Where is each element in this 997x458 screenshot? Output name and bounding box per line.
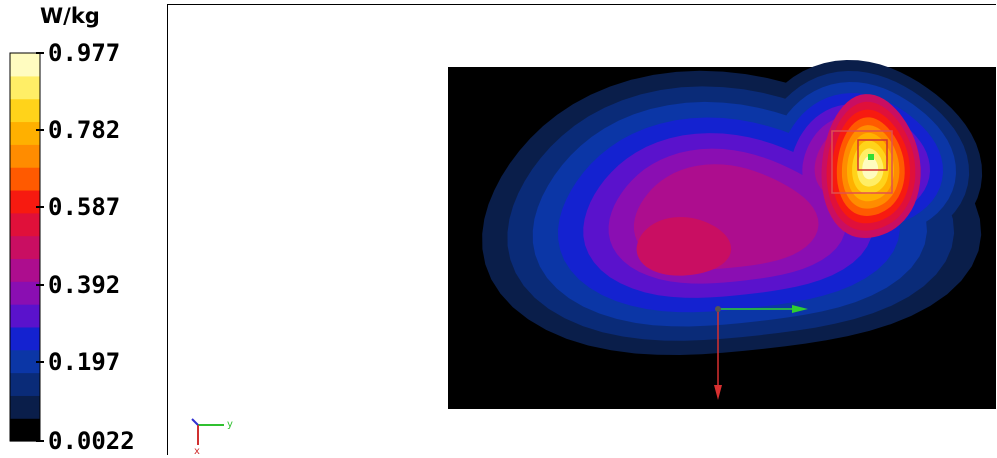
legend-color-band <box>10 418 40 442</box>
legend-tick-label: 0.197 <box>48 348 120 376</box>
legend-color-band <box>10 121 40 145</box>
legend-color-band <box>10 167 40 191</box>
legend-color-band <box>10 98 40 123</box>
legend-tick-label: 0.782 <box>48 116 120 144</box>
peak-cube-outer <box>831 130 893 194</box>
legend-color-band <box>10 53 40 77</box>
legend-color-band <box>10 212 40 237</box>
legend-color-band <box>10 349 40 374</box>
legend-color-band <box>10 258 40 282</box>
legend-color-band <box>10 304 40 328</box>
legend-color-band <box>10 189 40 214</box>
legend-svg: 0.977 0.782 0.587 0.392 0.197 0.0022 <box>9 39 135 455</box>
triad-y-label: y <box>227 419 233 430</box>
peak-cube-inner <box>857 139 888 171</box>
contour-band <box>862 156 879 180</box>
contour-layers <box>482 60 983 355</box>
scene-origin <box>715 306 721 312</box>
sar-distribution-plot <box>448 60 996 409</box>
peak-point-marker <box>868 154 874 160</box>
scene-x-axis-arrow <box>714 385 722 400</box>
legend-color-band <box>10 144 40 168</box>
scene-axes <box>714 305 808 400</box>
legend-tick-label: 0.0022 <box>48 427 135 454</box>
legend-tick-label: 0.392 <box>48 271 120 299</box>
legend-color-band <box>10 372 40 396</box>
color-legend: W/kg 0.977 0.782 0.587 0.392 0.197 0.0022 <box>0 0 160 455</box>
scene-y-axis-arrow <box>792 305 808 313</box>
axis-triad: y x <box>191 418 233 455</box>
triad-z-line <box>191 418 199 426</box>
legend-tick-label: 0.587 <box>48 193 120 221</box>
legend-color-band <box>10 395 40 419</box>
contour-band <box>636 217 732 276</box>
legend-color-band <box>10 75 40 100</box>
legend-color-band <box>10 235 40 260</box>
legend-frame <box>9 52 41 442</box>
triad-x-label: x <box>194 446 200 455</box>
legend-color-band <box>10 281 40 305</box>
peak-markers <box>831 130 893 194</box>
sar-viewport[interactable] <box>167 4 996 455</box>
legend-color-band <box>10 326 40 351</box>
legend-tick-label: 0.977 <box>48 39 120 67</box>
legend-unit-label: W/kg <box>40 4 100 28</box>
